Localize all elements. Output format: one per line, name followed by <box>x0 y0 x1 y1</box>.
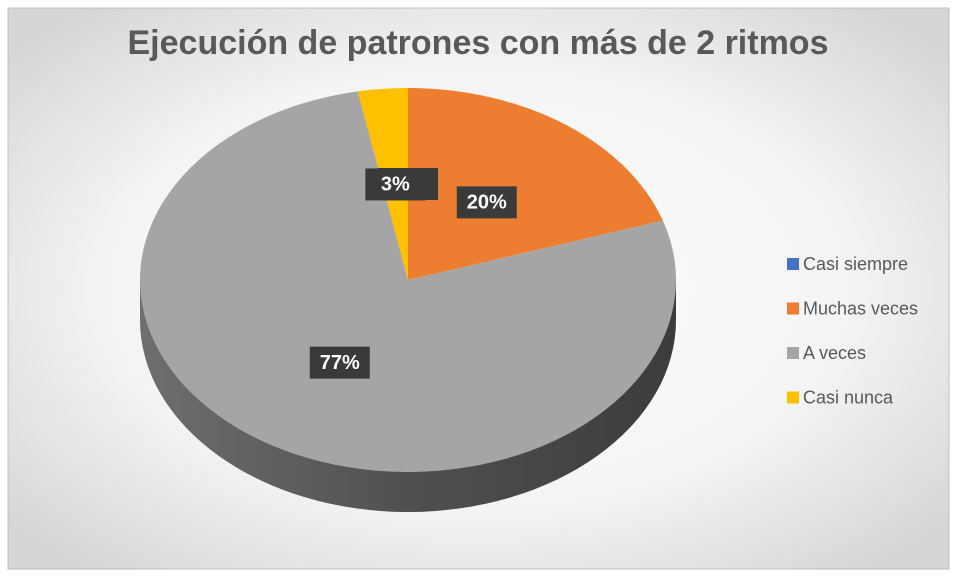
data-label: 3% <box>365 168 426 201</box>
legend: Casi siempre Muchas veces A veces Casi nunc… <box>787 254 918 407</box>
data-label-text: 77% <box>320 352 360 374</box>
legend-swatch <box>787 347 799 359</box>
data-label-box <box>456 186 517 219</box>
data-labels: 0%20%77%3% <box>309 168 517 379</box>
legend-label: A veces <box>803 343 866 363</box>
pie-slice <box>408 88 663 280</box>
legend-swatch <box>787 258 799 270</box>
legend-label: Casi nunca <box>803 387 894 407</box>
pie-slice <box>139 91 676 472</box>
legend-swatch <box>787 391 799 404</box>
legend-label: Muchas veces <box>803 298 918 318</box>
data-label-box <box>365 168 426 201</box>
data-label: 20% <box>456 186 517 219</box>
data-label-text: 20% <box>467 192 507 214</box>
data-label: 77% <box>309 346 370 379</box>
pie <box>139 88 676 472</box>
chart-title: Ejecución de patrones con más de 2 ritmo… <box>128 24 829 62</box>
legend-label: Casi siempre <box>803 254 908 274</box>
data-label-box <box>309 346 370 379</box>
data-label-text: 3% <box>381 174 410 196</box>
legend-swatch <box>787 302 799 315</box>
